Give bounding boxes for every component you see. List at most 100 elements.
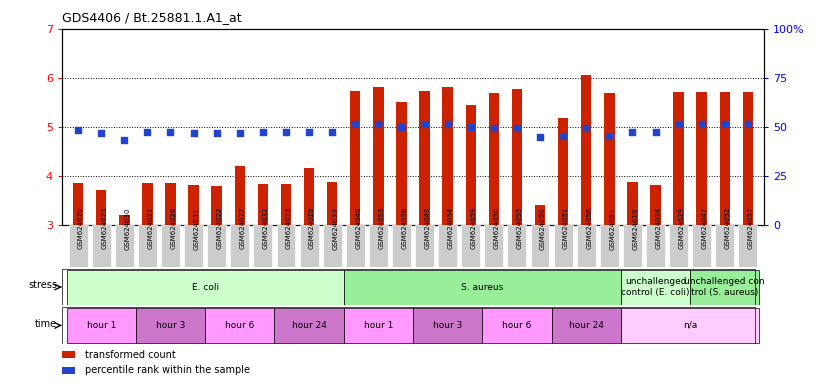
Text: GSM624032: GSM624032 xyxy=(263,207,269,250)
Point xyxy=(164,129,177,135)
Text: S. aureus: S. aureus xyxy=(461,283,503,291)
FancyBboxPatch shape xyxy=(115,225,134,267)
Bar xyxy=(327,182,337,225)
FancyBboxPatch shape xyxy=(646,225,665,267)
Text: GSM624026: GSM624026 xyxy=(170,207,177,250)
Text: hour 24: hour 24 xyxy=(292,321,326,330)
FancyBboxPatch shape xyxy=(600,225,619,267)
Bar xyxy=(119,215,130,225)
Text: GSM624054: GSM624054 xyxy=(448,207,453,250)
Text: GSM624024: GSM624024 xyxy=(656,207,662,250)
FancyBboxPatch shape xyxy=(92,225,111,267)
Point xyxy=(117,137,131,143)
Text: hour 6: hour 6 xyxy=(502,321,532,330)
Point xyxy=(372,121,385,127)
Point xyxy=(95,129,108,136)
Point xyxy=(672,121,686,127)
FancyBboxPatch shape xyxy=(692,225,711,267)
Point xyxy=(649,129,662,135)
Bar xyxy=(413,308,482,343)
Text: GSM624023: GSM624023 xyxy=(286,207,292,250)
FancyBboxPatch shape xyxy=(553,225,572,267)
Bar xyxy=(135,308,205,343)
FancyBboxPatch shape xyxy=(207,225,226,267)
Text: GDS4406 / Bt.25881.1.A1_at: GDS4406 / Bt.25881.1.A1_at xyxy=(62,12,241,25)
FancyBboxPatch shape xyxy=(230,225,249,267)
Bar xyxy=(235,166,245,225)
Text: GSM624060: GSM624060 xyxy=(540,207,546,250)
Point xyxy=(557,132,570,139)
Text: GSM624030: GSM624030 xyxy=(124,207,131,250)
Point xyxy=(187,129,200,136)
Bar xyxy=(650,185,661,225)
Bar xyxy=(96,190,107,225)
Text: GSM624052: GSM624052 xyxy=(724,207,731,250)
FancyBboxPatch shape xyxy=(738,225,757,267)
FancyBboxPatch shape xyxy=(161,225,180,267)
Text: GSM624028: GSM624028 xyxy=(309,207,315,250)
Bar xyxy=(344,308,413,343)
Point xyxy=(510,125,524,131)
Point xyxy=(418,121,431,127)
Point xyxy=(72,127,85,133)
Bar xyxy=(466,105,476,225)
Bar xyxy=(691,270,759,305)
Point xyxy=(395,124,408,130)
Bar xyxy=(62,367,74,374)
Bar xyxy=(581,75,591,225)
FancyBboxPatch shape xyxy=(369,225,388,267)
Bar xyxy=(443,86,453,225)
Text: GSM624049: GSM624049 xyxy=(425,207,430,250)
FancyBboxPatch shape xyxy=(484,225,503,267)
Text: percentile rank within the sample: percentile rank within the sample xyxy=(84,365,249,376)
Bar xyxy=(281,184,292,225)
Text: GSM624051: GSM624051 xyxy=(563,207,569,250)
Text: E. coli: E. coli xyxy=(192,283,219,291)
Text: GSM624025: GSM624025 xyxy=(102,207,107,250)
Bar xyxy=(396,102,406,225)
Point xyxy=(695,121,709,127)
Point xyxy=(256,129,269,135)
FancyBboxPatch shape xyxy=(415,225,434,267)
Bar xyxy=(558,118,568,225)
Point xyxy=(349,121,362,127)
Bar xyxy=(344,270,621,305)
Text: GSM624057: GSM624057 xyxy=(748,207,754,250)
Point xyxy=(487,125,501,131)
Bar xyxy=(489,93,499,225)
Point xyxy=(233,129,246,136)
FancyBboxPatch shape xyxy=(346,225,365,267)
FancyBboxPatch shape xyxy=(323,225,342,267)
Text: GSM624048: GSM624048 xyxy=(355,207,361,250)
Text: GSM624056: GSM624056 xyxy=(586,207,592,250)
Text: time: time xyxy=(35,319,57,329)
Point xyxy=(302,129,316,135)
Point xyxy=(626,129,639,135)
Point xyxy=(210,129,223,136)
Bar xyxy=(188,185,199,225)
Text: unchallenged con
trol (S. aureus): unchallenged con trol (S. aureus) xyxy=(685,277,765,297)
FancyBboxPatch shape xyxy=(138,225,157,267)
FancyBboxPatch shape xyxy=(392,225,411,267)
Bar xyxy=(304,168,314,225)
Text: GSM624050: GSM624050 xyxy=(494,207,500,250)
Bar xyxy=(534,205,545,225)
Bar xyxy=(743,93,753,225)
Bar xyxy=(604,93,615,225)
Text: GSM624031: GSM624031 xyxy=(193,207,200,250)
Text: GSM624021: GSM624021 xyxy=(147,207,154,250)
Bar xyxy=(73,183,83,225)
Point xyxy=(279,129,292,135)
Text: GSM624020: GSM624020 xyxy=(78,207,84,250)
FancyBboxPatch shape xyxy=(577,225,596,267)
Bar xyxy=(258,184,268,225)
Bar xyxy=(696,93,707,225)
Point xyxy=(325,129,339,135)
Text: hour 3: hour 3 xyxy=(156,321,185,330)
Bar xyxy=(62,351,74,358)
FancyBboxPatch shape xyxy=(300,225,319,267)
Text: unchallenged
control (E. coli): unchallenged control (E. coli) xyxy=(621,277,690,297)
Bar xyxy=(211,187,222,225)
Text: GSM624033: GSM624033 xyxy=(332,207,338,250)
Point xyxy=(718,121,731,127)
